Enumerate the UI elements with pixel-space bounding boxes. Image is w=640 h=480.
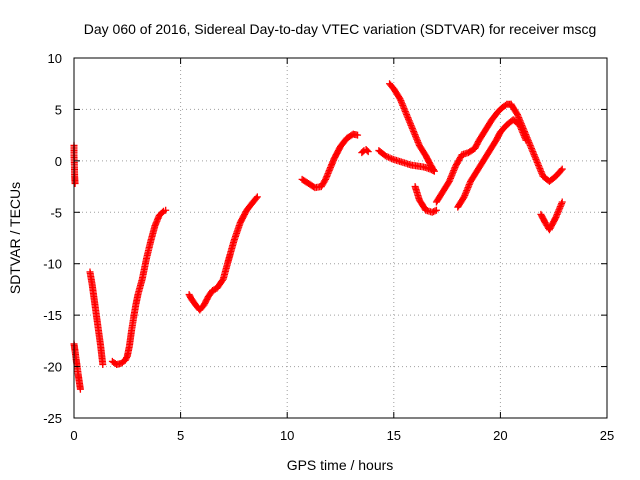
data-point xyxy=(558,198,566,206)
data-point xyxy=(71,179,79,187)
data-point xyxy=(557,166,565,174)
y-tick-label: 5 xyxy=(55,102,62,117)
data-point xyxy=(381,152,389,160)
data-point xyxy=(354,131,362,139)
x-tick-label: 25 xyxy=(600,428,614,443)
data-point xyxy=(99,361,107,369)
y-tick-label: -10 xyxy=(43,257,62,272)
data-point xyxy=(162,206,170,214)
y-tick-label: -20 xyxy=(43,360,62,375)
chart-title: Day 060 of 2016, Sidereal Day-to-day VTE… xyxy=(84,21,597,37)
data-point xyxy=(386,154,394,162)
data-point xyxy=(430,167,438,175)
y-tick-label: -5 xyxy=(50,205,62,220)
data-points xyxy=(70,80,566,393)
data-point xyxy=(252,194,260,202)
data-point xyxy=(363,147,371,155)
y-axis-label: SDTVAR / TECUs xyxy=(7,182,23,294)
y-tick-label: 0 xyxy=(55,154,62,169)
x-axis-label: GPS time / hours xyxy=(287,457,394,473)
x-tick-label: 5 xyxy=(177,428,184,443)
data-point xyxy=(431,207,439,215)
data-point xyxy=(384,153,392,161)
axis-ticks: 0 5 10 15 20 25 -25 -20 -15 -10 -5 0 5 10 xyxy=(43,51,614,443)
data-point xyxy=(558,165,566,173)
x-tick-label: 15 xyxy=(387,428,401,443)
data-point xyxy=(383,152,391,160)
plot-frame xyxy=(73,57,608,419)
y-tick-label: 10 xyxy=(48,51,62,66)
data-point xyxy=(429,166,437,174)
x-tick-label: 20 xyxy=(493,428,507,443)
y-tick-label: -25 xyxy=(43,411,62,426)
data-point xyxy=(253,193,261,201)
x-tick-label: 0 xyxy=(70,428,77,443)
data-point xyxy=(432,206,440,214)
data-point xyxy=(76,385,84,393)
x-tick-label: 10 xyxy=(280,428,294,443)
y-tick-label: -15 xyxy=(43,308,62,323)
data-point xyxy=(364,148,372,156)
